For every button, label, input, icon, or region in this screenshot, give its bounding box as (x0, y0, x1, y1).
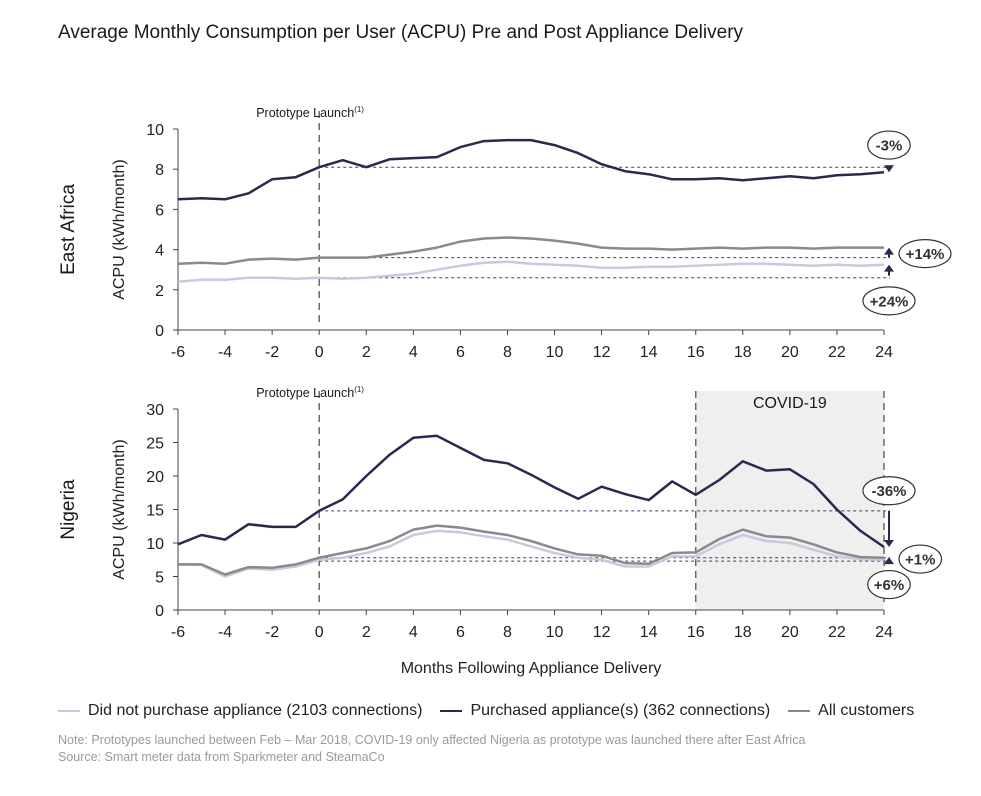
x-tick-label: 0 (315, 624, 324, 641)
annotation-badge (898, 239, 952, 269)
x-tick-label: -6 (171, 624, 185, 641)
legend-label-no-purchase: Did not purchase appliance (2103 connect… (88, 702, 423, 719)
x-tick-label: 14 (640, 624, 658, 641)
x-tick-label: 6 (456, 344, 465, 361)
x-tick-label: -2 (265, 624, 279, 641)
y-tick-label: 8 (155, 162, 164, 179)
x-tick-label: 2 (362, 344, 371, 361)
x-tick-label: 20 (781, 344, 799, 361)
y-tick-label: 4 (155, 243, 164, 260)
annotation-arrow-head (884, 264, 894, 272)
x-tick-label: 12 (593, 344, 611, 361)
x-tick-label: 18 (734, 624, 752, 641)
covid-shade (695, 391, 884, 610)
x-tick-label: 8 (503, 624, 512, 641)
footnote: Note: Prototypes launched between Feb – … (58, 732, 805, 766)
annotation-arrow-head (884, 165, 894, 173)
annotation-text: -36% (871, 483, 906, 500)
prototype-launch-label: Prototype Launch(1) (256, 385, 364, 400)
y-tick-label: 25 (146, 436, 164, 453)
x-tick-label: 4 (409, 624, 418, 641)
region-label: Nigeria (58, 479, 79, 540)
series-line-all (178, 524, 885, 576)
x-tick-label: 12 (593, 624, 611, 641)
annotation-text: +14% (906, 246, 945, 263)
legend-item-no-purchase: Did not purchase appliance (2103 connect… (58, 702, 422, 720)
y-tick-label: 15 (146, 503, 164, 520)
series-line-all (177, 236, 884, 265)
y-tick-label: 6 (155, 202, 164, 219)
x-tick-label: 22 (828, 624, 846, 641)
legend-label-all: All customers (818, 702, 915, 719)
x-tick-label: 16 (687, 344, 705, 361)
annotation-text: +24% (870, 293, 909, 310)
x-tick-label: 24 (875, 344, 893, 361)
chart-title: Average Monthly Consumption per User (AC… (58, 22, 744, 43)
y-tick-label: 2 (155, 283, 164, 300)
legend-swatch-no-purchase (58, 710, 80, 712)
x-tick-label: 10 (546, 624, 564, 641)
x-tick-label: 0 (315, 344, 324, 361)
x-tick-label: -2 (265, 344, 279, 361)
legend-item-purchased: Purchased appliance(s) (362 connections) (440, 702, 770, 720)
annotation-text: -3% (876, 138, 903, 155)
annotation-badge (862, 286, 916, 316)
y-axis-label: ACPU (kWh/month) (111, 159, 128, 299)
series-line-no_purchase (177, 529, 885, 578)
annotation-badge (898, 544, 943, 574)
footnote-source: Source: Smart meter data from Sparkmeter… (58, 750, 385, 764)
y-tick-label: 10 (146, 536, 164, 553)
x-tick-label: 18 (734, 344, 752, 361)
y-tick-label: 10 (146, 122, 164, 139)
x-axis-label: Months Following Appliance Delivery (401, 660, 662, 677)
prototype-launch-label: Prototype Launch(1) (256, 105, 364, 120)
x-tick-label: 4 (409, 344, 418, 361)
annotation-badge (862, 476, 916, 506)
footnote-note: Note: Prototypes launched between Feb – … (58, 733, 806, 747)
x-tick-label: 24 (875, 624, 893, 641)
legend-label-purchased: Purchased appliance(s) (362 connections) (470, 702, 771, 719)
x-tick-label: 16 (687, 624, 705, 641)
legend-swatch-purchased (440, 710, 463, 712)
annotation-badge (867, 569, 911, 600)
annotation-text: +6% (874, 577, 904, 594)
legend-swatch-all (788, 710, 811, 712)
region-label: East Africa (58, 184, 79, 275)
x-tick-label: 10 (546, 344, 564, 361)
series-line-no_purchase (177, 260, 885, 284)
x-tick-label: 20 (781, 624, 799, 641)
annotation-badge (867, 130, 911, 160)
covid-label: COVID-19 (753, 395, 827, 412)
x-tick-label: -4 (218, 624, 232, 641)
x-tick-label: 8 (503, 344, 512, 361)
series-line-purchased (177, 138, 885, 201)
x-tick-label: 22 (828, 344, 846, 361)
annotation-arrow-head (884, 540, 894, 548)
legend: Did not purchase appliance (2103 connect… (58, 702, 914, 720)
annotation-arrow-head (884, 557, 894, 565)
x-tick-label: -6 (171, 344, 185, 361)
annotation-arrow-head (884, 247, 894, 255)
legend-item-all: All customers (788, 702, 914, 720)
series-line-purchased (177, 434, 885, 549)
y-axis-label: ACPU (kWh/month) (111, 439, 128, 579)
x-tick-label: 2 (362, 624, 371, 641)
y-tick-label: 0 (155, 603, 164, 620)
x-tick-label: -4 (218, 344, 232, 361)
y-tick-label: 5 (155, 570, 164, 587)
x-tick-label: 6 (456, 624, 465, 641)
y-tick-label: 30 (146, 402, 164, 419)
x-tick-label: 14 (640, 344, 658, 361)
y-tick-label: 20 (146, 469, 164, 486)
y-tick-label: 0 (155, 323, 164, 340)
annotation-text: +1% (905, 552, 935, 569)
